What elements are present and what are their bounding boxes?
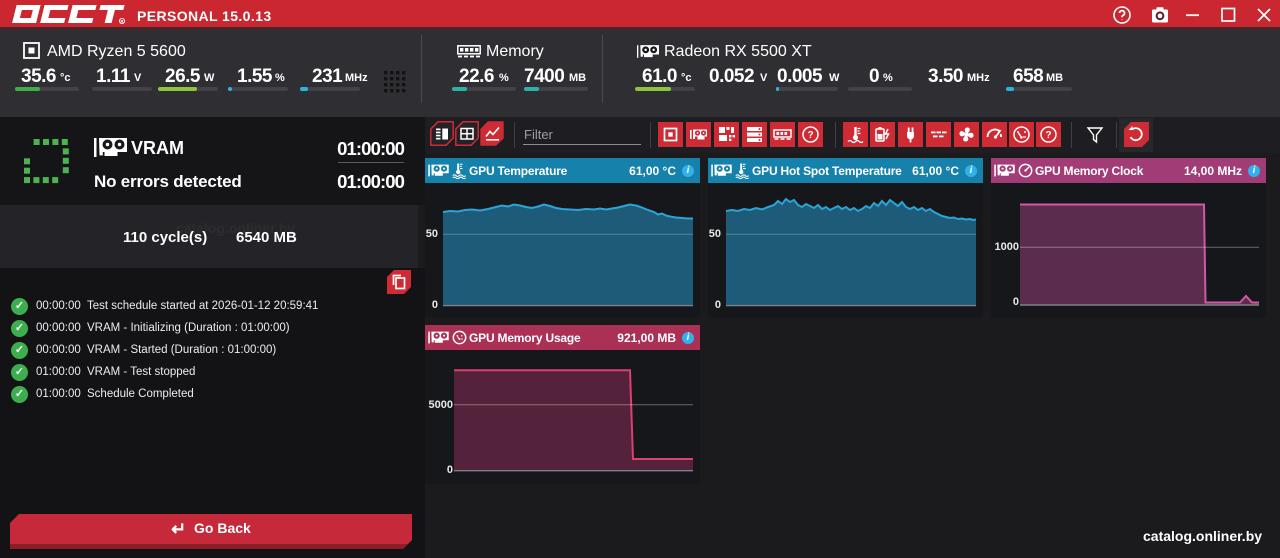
- svg-text:?: ?: [1045, 130, 1051, 141]
- svg-text:R: R: [120, 19, 123, 24]
- svg-text:?: ?: [807, 130, 813, 141]
